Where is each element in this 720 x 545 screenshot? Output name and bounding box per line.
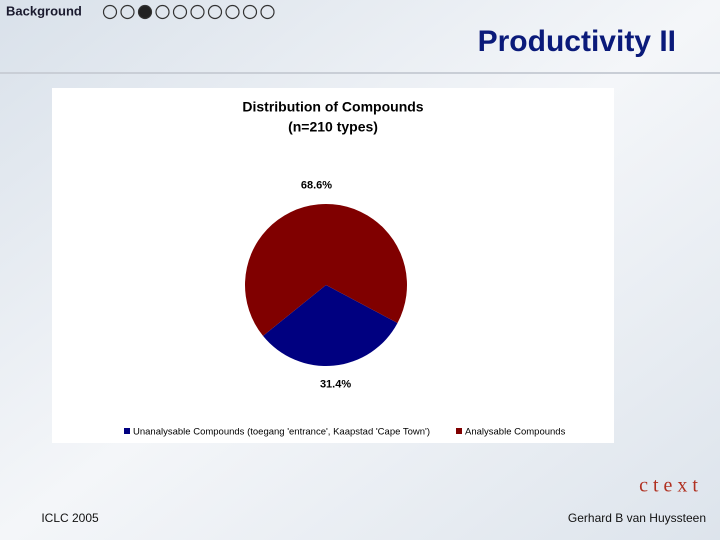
data-label: 31.4%: [320, 378, 351, 390]
legend-label: Analysable Compounds: [465, 427, 566, 438]
footer-left: ICLC 2005: [41, 511, 99, 525]
nav-dot: [190, 4, 205, 20]
data-label: 68.6%: [301, 179, 332, 191]
pie-slice: [263, 285, 398, 366]
logo: ctext: [639, 475, 703, 497]
nav-dot: [242, 4, 258, 20]
nav-dot: [137, 4, 153, 20]
legend-swatch: [456, 428, 462, 434]
section-label: Background: [6, 3, 82, 18]
footer-right: Gerhard B van Huyssteen: [568, 511, 706, 525]
nav-dot: [260, 4, 275, 20]
pie-slice: [244, 204, 407, 336]
chart: Distribution of Compounds (n=210 types) …: [124, 99, 566, 438]
chart-title: Distribution of Compounds: [242, 99, 423, 115]
legend-swatch: [124, 428, 130, 434]
nav-dot: [225, 4, 240, 20]
legend-label: Unanalysable Compounds (toegang 'entranc…: [133, 427, 430, 438]
slide-heading: Productivity II: [478, 25, 676, 58]
nav-dot: [207, 4, 223, 20]
nav-dot: [120, 4, 135, 20]
nav-dot: [102, 4, 118, 20]
nav-dot: [172, 4, 188, 20]
nav-dot: [155, 4, 170, 20]
chart-subtitle: (n=210 types): [288, 119, 378, 135]
progress-dots: [102, 4, 275, 20]
